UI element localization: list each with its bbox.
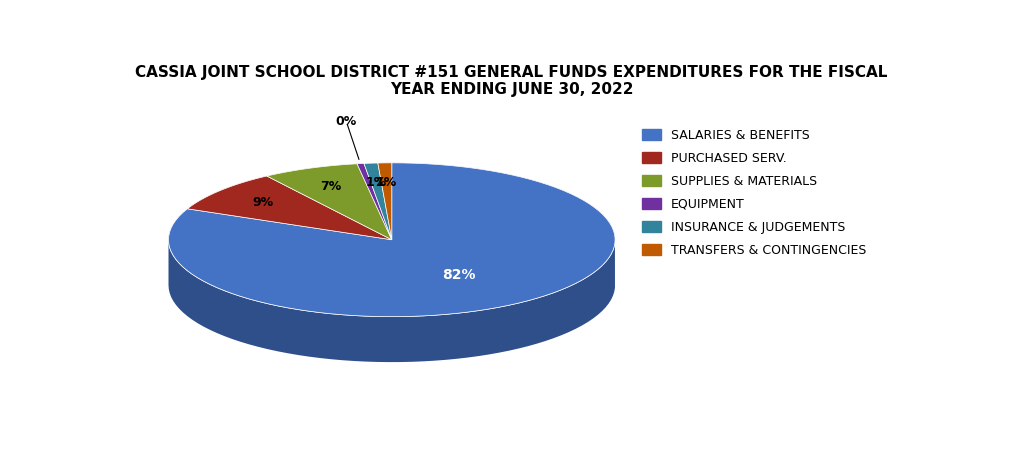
- Text: CASSIA JOINT SCHOOL DISTRICT #151 GENERAL FUNDS EXPENDITURES FOR THE FISCAL
YEAR: CASSIA JOINT SCHOOL DISTRICT #151 GENERA…: [135, 65, 888, 97]
- Polygon shape: [364, 163, 392, 240]
- Polygon shape: [169, 163, 615, 316]
- Polygon shape: [187, 176, 392, 240]
- Legend: SALARIES & BENEFITS, PURCHASED SERV., SUPPLIES & MATERIALS, EQUIPMENT, INSURANCE: SALARIES & BENEFITS, PURCHASED SERV., SU…: [637, 123, 872, 262]
- Text: 7%: 7%: [320, 180, 341, 192]
- Text: 9%: 9%: [253, 196, 274, 209]
- Polygon shape: [378, 163, 392, 240]
- Text: 1%: 1%: [365, 176, 387, 189]
- Polygon shape: [357, 163, 392, 240]
- Text: 82%: 82%: [442, 268, 475, 282]
- Polygon shape: [364, 163, 392, 240]
- Polygon shape: [187, 176, 392, 240]
- Text: 0%: 0%: [335, 115, 357, 128]
- Polygon shape: [267, 164, 392, 240]
- Polygon shape: [357, 163, 392, 240]
- Polygon shape: [169, 240, 615, 362]
- Polygon shape: [169, 163, 615, 316]
- Polygon shape: [378, 163, 392, 240]
- Polygon shape: [267, 164, 392, 240]
- Text: 1%: 1%: [376, 176, 397, 188]
